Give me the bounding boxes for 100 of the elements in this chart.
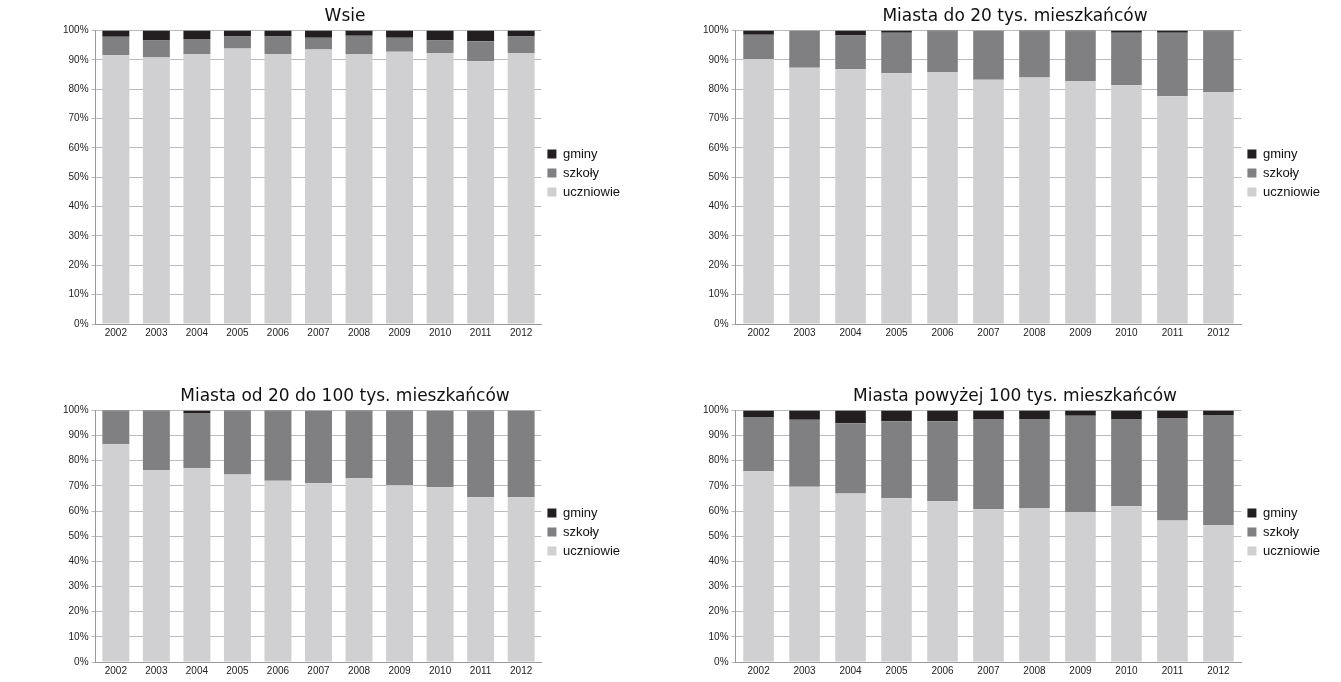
y-tick-label: 90% <box>68 53 89 65</box>
y-tick-label: 0% <box>714 317 729 329</box>
y-tick-label: 10% <box>708 288 729 300</box>
y-tick-label: 60% <box>68 504 89 516</box>
y-tick-label: 0% <box>74 655 89 667</box>
y-tick-label: 70% <box>68 112 89 124</box>
y-tick-label: 10% <box>68 630 89 642</box>
x-tick-label: 2006 <box>266 326 290 338</box>
y-tick-label: 10% <box>708 630 729 642</box>
x-tick-label: 2002 <box>104 326 128 338</box>
x-tick-label: 2007 <box>977 326 1001 338</box>
x-tick-label: 2004 <box>839 664 863 676</box>
x-tick-label: 2006 <box>931 664 955 676</box>
chart-title: Miasta do 20 tys. mieszkańców <box>882 4 1148 25</box>
x-tick-label: 2007 <box>307 664 331 676</box>
y-tick-label: 10% <box>68 288 89 300</box>
x-tick-label: 2011 <box>469 664 492 676</box>
x-tick-label: 2005 <box>885 664 909 676</box>
x-tick-label: 2010 <box>428 326 452 338</box>
y-tick-label: 100% <box>703 24 729 36</box>
y-tick-label: 80% <box>708 454 729 466</box>
x-tick-label: 2004 <box>185 664 209 676</box>
x-tick-label: 2003 <box>793 664 817 676</box>
legend-label: gminy <box>562 504 599 520</box>
legend-label: szkoły <box>562 164 600 180</box>
chart-title: Miasta powyżej 100 tys. mieszkańców <box>853 384 1178 405</box>
x-tick-label: 2011 <box>1161 326 1184 338</box>
y-tick-label: 90% <box>68 429 89 441</box>
legend-label: gminy <box>1262 504 1299 520</box>
x-tick-label: 2012 <box>1207 664 1230 676</box>
y-tick-label: 40% <box>708 555 729 567</box>
legend-label: szkoły <box>1262 523 1300 539</box>
y-tick-label: 80% <box>68 82 89 94</box>
y-tick-label: 80% <box>708 82 729 94</box>
x-tick-label: 2011 <box>1161 664 1184 676</box>
y-tick-label: 70% <box>708 112 729 124</box>
x-tick-label: 2011 <box>469 326 492 338</box>
y-tick-label: 30% <box>708 580 729 592</box>
x-tick-label: 2010 <box>1115 664 1139 676</box>
x-tick-label: 2010 <box>428 664 452 676</box>
y-tick-label: 0% <box>714 655 729 667</box>
y-tick-label: 70% <box>68 479 89 491</box>
x-tick-label: 2003 <box>145 326 168 338</box>
x-tick-label: 2007 <box>307 326 331 338</box>
x-tick-label: 2005 <box>226 326 249 338</box>
y-tick-label: 30% <box>708 229 729 241</box>
x-tick-label: 2007 <box>977 664 1001 676</box>
x-tick-label: 2006 <box>931 326 955 338</box>
x-tick-label: 2009 <box>388 326 412 338</box>
y-tick-label: 20% <box>708 259 729 271</box>
y-tick-label: 60% <box>708 141 729 153</box>
x-tick-label: 2009 <box>1069 664 1093 676</box>
x-tick-label: 2009 <box>1069 326 1093 338</box>
x-tick-label: 2003 <box>145 664 168 676</box>
legend-label: szkoły <box>1262 164 1300 180</box>
legend-label: szkoły <box>562 523 600 539</box>
y-tick-label: 60% <box>708 504 729 516</box>
y-tick-label: 100% <box>703 404 729 416</box>
y-tick-label: 20% <box>68 605 89 617</box>
x-tick-label: 2012 <box>1207 326 1230 338</box>
x-tick-label: 2012 <box>510 664 533 676</box>
x-tick-label: 2009 <box>388 664 412 676</box>
legend-label: uczniowie <box>1262 542 1321 558</box>
y-tick-label: 90% <box>708 53 729 65</box>
y-tick-label: 50% <box>68 170 89 182</box>
y-tick-label: 0% <box>74 317 89 329</box>
x-tick-label: 2004 <box>185 326 209 338</box>
x-tick-label: 2010 <box>1115 326 1139 338</box>
y-tick-label: 80% <box>68 454 89 466</box>
y-tick-label: 70% <box>708 479 729 491</box>
chart-title: Wsie <box>324 4 366 25</box>
y-tick-label: 40% <box>708 200 729 212</box>
x-tick-label: 2006 <box>266 664 290 676</box>
legend-label: uczniowie <box>1262 183 1321 199</box>
y-tick-label: 50% <box>708 529 729 541</box>
y-tick-label: 30% <box>68 580 89 592</box>
chart-title: Miasta od 20 do 100 tys. mieszkańców <box>180 384 510 405</box>
x-tick-label: 2002 <box>104 664 128 676</box>
x-tick-label: 2002 <box>747 326 771 338</box>
y-tick-label: 40% <box>68 555 89 567</box>
x-tick-label: 2004 <box>839 326 863 338</box>
x-tick-label: 2012 <box>510 326 533 338</box>
legend-label: uczniowie <box>562 542 621 558</box>
x-tick-label: 2008 <box>1023 326 1047 338</box>
y-tick-label: 50% <box>68 529 89 541</box>
x-tick-label: 2005 <box>885 326 909 338</box>
x-tick-label: 2005 <box>226 664 249 676</box>
y-tick-label: 90% <box>708 429 729 441</box>
x-tick-label: 2008 <box>1023 664 1047 676</box>
y-tick-label: 40% <box>68 200 89 212</box>
y-tick-label: 60% <box>68 141 89 153</box>
y-tick-label: 30% <box>68 229 89 241</box>
legend-label: gminy <box>1262 145 1299 161</box>
x-tick-label: 2008 <box>347 326 371 338</box>
y-tick-label: 20% <box>68 259 89 271</box>
legend-label: gminy <box>562 145 599 161</box>
x-tick-label: 2002 <box>747 664 771 676</box>
x-tick-label: 2008 <box>347 664 371 676</box>
y-tick-label: 20% <box>708 605 729 617</box>
y-tick-label: 100% <box>63 404 89 416</box>
